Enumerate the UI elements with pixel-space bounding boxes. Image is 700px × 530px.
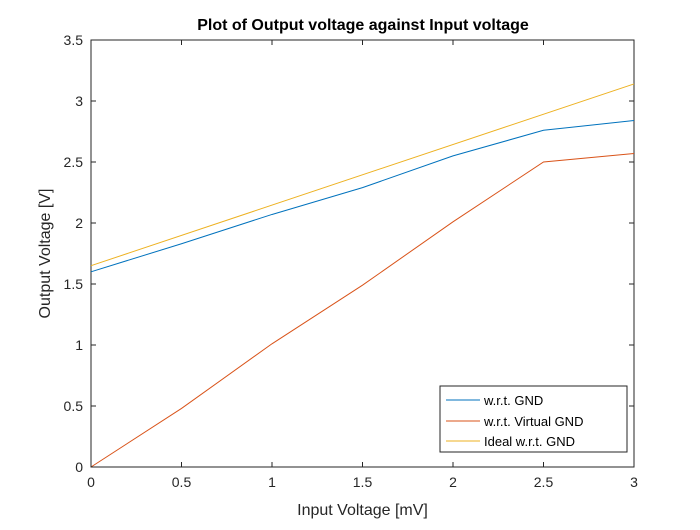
x-tick-label: 1 xyxy=(268,474,276,490)
y-tick-label: 1.5 xyxy=(64,276,84,292)
y-tick-label: 0 xyxy=(75,459,83,475)
x-axis-label: Input Voltage [mV] xyxy=(297,502,428,519)
series-layer xyxy=(90,83,635,468)
series-line-w-r-t-gnd xyxy=(90,120,635,273)
y-tick-label: 0.5 xyxy=(64,398,84,414)
y-tick-label: 1 xyxy=(75,337,83,353)
x-tick-label: 0 xyxy=(87,474,95,490)
x-tick-label: 0.5 xyxy=(172,474,192,490)
legend: w.r.t. GND w.r.t. Virtual GND Ideal w.r.… xyxy=(439,385,628,453)
y-axis-label: Output Voltage [V] xyxy=(37,189,54,319)
x-axis: 0 0.5 1 1.5 2 2.5 3 xyxy=(87,40,638,490)
y-tick-label: 2 xyxy=(75,215,83,231)
legend-label-wrt-gnd: w.r.t. GND xyxy=(483,393,543,408)
series-line-ideal-w-r-t-gnd xyxy=(90,83,635,267)
legend-label-wrt-virtual-gnd: w.r.t. Virtual GND xyxy=(483,414,583,429)
y-axis: 0 0.5 1 1.5 2 2.5 3 3.5 xyxy=(64,32,634,475)
x-tick-label: 3 xyxy=(630,474,638,490)
y-tick-label: 3 xyxy=(75,93,83,109)
x-tick-label: 2 xyxy=(449,474,457,490)
y-tick-label: 3.5 xyxy=(64,32,84,48)
chart-title: Plot of Output voltage against Input vol… xyxy=(197,17,529,34)
x-tick-label: 1.5 xyxy=(353,474,373,490)
series-line-w-r-t-virtual-gnd xyxy=(90,152,635,468)
legend-label-ideal-wrt-gnd: Ideal w.r.t. GND xyxy=(484,434,575,449)
x-tick-label: 2.5 xyxy=(534,474,554,490)
y-tick-label: 2.5 xyxy=(64,154,84,170)
